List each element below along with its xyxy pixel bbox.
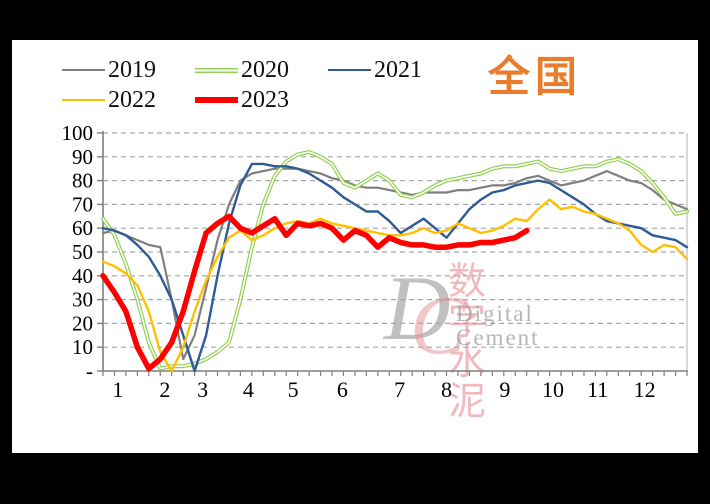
y-tick-label: 40 [72, 264, 93, 288]
series-line-2023 [100, 213, 530, 372]
legend-label: 2021 [374, 57, 422, 83]
legend-swatch-2022-icon [62, 98, 105, 102]
series-line-2020-core [102, 151, 688, 370]
legend-item-2022: 2022 [62, 88, 156, 112]
y-tick-label: 60 [72, 216, 93, 240]
y-tick-label: 80 [72, 169, 93, 193]
y-tick-label: - [86, 359, 93, 383]
series-line-2022 [101, 198, 689, 373]
chart-panel: 2019 2020 2021 2022 2023 全国 D C 数字水泥 Digital… [12, 40, 698, 453]
series-line-2021 [101, 162, 689, 373]
x-month-label: 1 [112, 377, 123, 402]
x-month-label: 4 [243, 377, 254, 402]
legend-swatch-2021-icon [328, 68, 371, 72]
x-month-label: 10 [542, 377, 564, 402]
legend-swatch-2023-icon [195, 97, 238, 103]
legend-label: 2023 [241, 87, 289, 113]
series-line-2019 [101, 167, 689, 361]
x-month-label: 6 [337, 377, 348, 402]
legend-label: 2022 [108, 87, 156, 113]
x-month-label: 7 [394, 377, 405, 402]
x-month-label: 8 [441, 377, 452, 402]
y-tick-label: 20 [72, 311, 93, 335]
legend-label: 2019 [108, 57, 156, 83]
y-tick-label: 70 [72, 192, 93, 216]
chart-title: 全国 [488, 55, 583, 101]
y-tick-label: 10 [72, 335, 93, 359]
x-month-label: 3 [197, 377, 208, 402]
legend-item-2021: 2021 [328, 58, 422, 82]
y-tick-label: 30 [72, 288, 93, 312]
legend-label: 2020 [241, 57, 289, 83]
y-tick-label: 50 [72, 240, 93, 264]
y-tick-label: 90 [72, 145, 93, 169]
legend-item-2019: 2019 [62, 58, 156, 82]
x-month-label: 11 [587, 377, 608, 402]
legend-swatch-2020-icon [195, 67, 238, 73]
series-line-2020 [101, 150, 689, 371]
legend-item-2020: 2020 [195, 58, 289, 82]
x-month-label: 5 [288, 377, 299, 402]
legend-swatch-2019-icon [62, 68, 105, 72]
x-month-label: 9 [499, 377, 510, 402]
x-month-label: 12 [634, 377, 656, 402]
legend-item-2023: 2023 [195, 88, 289, 112]
y-tick-label: 100 [62, 121, 94, 145]
x-month-label: 2 [159, 377, 170, 402]
